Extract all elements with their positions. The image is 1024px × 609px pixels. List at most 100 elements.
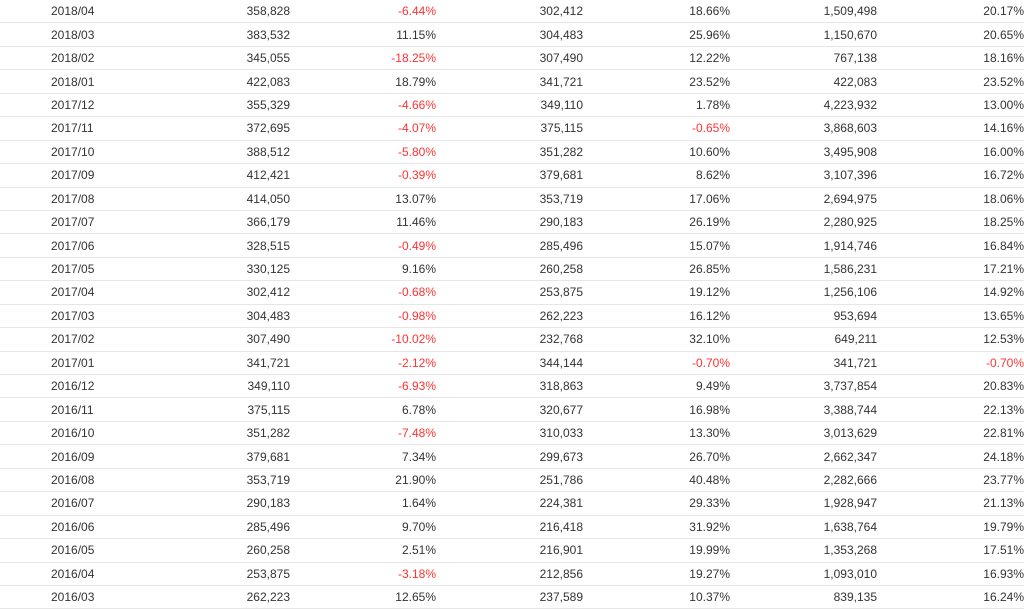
table-row: 2016/05 260,258 2.51% 216,901 19.99% 1,353,26… <box>0 538 1024 563</box>
table-row: 2016/03 262,223 12.65% 237,589 10.37% 839,135… <box>0 585 1024 609</box>
cumulative-value-cell: 2,662,347 <box>730 444 877 469</box>
prev-year-value-cell: 285,496 <box>436 233 583 258</box>
cumulative-yoy-cell: 14.92% <box>877 280 1024 305</box>
prev-year-value-cell: 307,490 <box>436 46 583 71</box>
month-cell: 2018/02 <box>0 46 190 71</box>
cumulative-yoy-cell: 19.79% <box>877 515 1024 540</box>
cumulative-yoy-cell: 18.25% <box>877 210 1024 235</box>
prev-year-value-cell: 353,719 <box>436 187 583 211</box>
cumulative-value-cell: 1,914,746 <box>730 233 877 258</box>
cumulative-value-cell: 1,638,764 <box>730 515 877 540</box>
cumulative-value-cell: 422,083 <box>730 69 877 94</box>
cumulative-value-cell: 767,138 <box>730 46 877 71</box>
mom-change-cell: -0.49% <box>290 233 436 258</box>
cumulative-yoy-cell: 16.84% <box>877 233 1024 258</box>
cumulative-value-cell: 953,694 <box>730 304 877 329</box>
yoy-change-cell: 8.62% <box>583 163 730 188</box>
prev-year-value-cell: 351,282 <box>436 140 583 165</box>
table-row: 2018/01 422,083 18.79% 341,721 23.52% 422,083… <box>0 69 1024 94</box>
monthly-value-cell: 372,695 <box>190 116 290 141</box>
cumulative-value-cell: 1,093,010 <box>730 562 877 586</box>
cumulative-value-cell: 1,150,670 <box>730 22 877 47</box>
mom-change-cell: -0.39% <box>290 163 436 188</box>
table-row: 2017/08 414,050 13.07% 353,719 17.06% 2,694,9… <box>0 187 1024 211</box>
cumulative-yoy-cell: 18.16% <box>877 46 1024 71</box>
mom-change-cell: 2.51% <box>290 538 436 563</box>
month-cell: 2017/05 <box>0 257 190 282</box>
month-cell: 2017/09 <box>0 163 190 188</box>
month-cell: 2017/04 <box>0 280 190 305</box>
cumulative-value-cell: 3,737,854 <box>730 374 877 399</box>
monthly-value-cell: 351,282 <box>190 421 290 446</box>
mom-change-cell: -2.12% <box>290 351 436 376</box>
month-cell: 2016/04 <box>0 562 190 586</box>
cumulative-yoy-cell: 22.13% <box>877 397 1024 422</box>
month-cell: 2017/11 <box>0 116 190 141</box>
cumulative-value-cell: 1,353,268 <box>730 538 877 563</box>
cumulative-yoy-cell: 23.77% <box>877 468 1024 493</box>
cumulative-value-cell: 3,495,908 <box>730 140 877 165</box>
table-row: 2017/11 372,695 -4.07% 375,115 -0.65% 3,868,6… <box>0 116 1024 141</box>
yoy-change-cell: 18.66% <box>583 0 730 24</box>
month-cell: 2016/03 <box>0 585 190 609</box>
prev-year-value-cell: 260,258 <box>436 257 583 282</box>
yoy-change-cell: -0.70% <box>583 351 730 376</box>
mom-change-cell: 9.70% <box>290 515 436 540</box>
cumulative-value-cell: 649,211 <box>730 327 877 352</box>
prev-year-value-cell: 379,681 <box>436 163 583 188</box>
monthly-value-cell: 328,515 <box>190 233 290 258</box>
prev-year-value-cell: 318,863 <box>436 374 583 399</box>
cumulative-yoy-cell: 17.51% <box>877 538 1024 563</box>
table-row: 2016/10 351,282 -7.48% 310,033 13.30% 3,013,6… <box>0 421 1024 446</box>
table-row: 2017/01 341,721 -2.12% 344,144 -0.70% 341,721… <box>0 351 1024 376</box>
yoy-change-cell: 16.12% <box>583 304 730 329</box>
mom-change-cell: -5.80% <box>290 140 436 165</box>
cumulative-yoy-cell: 18.06% <box>877 187 1024 211</box>
cumulative-yoy-cell: 23.52% <box>877 69 1024 94</box>
month-cell: 2018/03 <box>0 22 190 47</box>
cumulative-value-cell: 2,282,666 <box>730 468 877 493</box>
month-cell: 2017/08 <box>0 187 190 211</box>
cumulative-yoy-cell: -0.70% <box>877 351 1024 376</box>
table-row: 2016/11 375,115 6.78% 320,677 16.98% 3,388,74… <box>0 397 1024 422</box>
table-row: 2017/03 304,483 -0.98% 262,223 16.12% 953,694… <box>0 304 1024 329</box>
monthly-value-cell: 290,183 <box>190 491 290 516</box>
mom-change-cell: 13.07% <box>290 187 436 211</box>
month-cell: 2016/12 <box>0 374 190 399</box>
prev-year-value-cell: 224,381 <box>436 491 583 516</box>
monthly-value-cell: 379,681 <box>190 444 290 469</box>
monthly-value-cell: 422,083 <box>190 69 290 94</box>
cumulative-yoy-cell: 16.00% <box>877 140 1024 165</box>
mom-change-cell: 7.34% <box>290 444 436 469</box>
cumulative-value-cell: 3,107,396 <box>730 163 877 188</box>
mom-change-cell: -4.07% <box>290 116 436 141</box>
month-cell: 2016/05 <box>0 538 190 563</box>
table-row: 2016/12 349,110 -6.93% 318,863 9.49% 3,737,85… <box>0 374 1024 399</box>
table-row: 2018/02 345,055 -18.25% 307,490 12.22% 767,13… <box>0 46 1024 71</box>
mom-change-cell: -4.66% <box>290 93 436 118</box>
cumulative-value-cell: 341,721 <box>730 351 877 376</box>
monthly-value-cell: 366,179 <box>190 210 290 235</box>
prev-year-value-cell: 237,589 <box>436 585 583 609</box>
cumulative-value-cell: 3,388,744 <box>730 397 877 422</box>
table-row: 2016/04 253,875 -3.18% 212,856 19.27% 1,093,0… <box>0 562 1024 586</box>
prev-year-value-cell: 302,412 <box>436 0 583 24</box>
monthly-value-cell: 349,110 <box>190 374 290 399</box>
monthly-value-cell: 383,532 <box>190 22 290 47</box>
month-cell: 2016/07 <box>0 491 190 516</box>
yoy-change-cell: 12.22% <box>583 46 730 71</box>
mom-change-cell: -7.48% <box>290 421 436 446</box>
mom-change-cell: 6.78% <box>290 397 436 422</box>
mom-change-cell: -18.25% <box>290 46 436 71</box>
cumulative-value-cell: 1,509,498 <box>730 0 877 24</box>
table-row: 2018/04 358,828 -6.44% 302,412 18.66% 1,509,4… <box>0 0 1024 24</box>
yoy-change-cell: 26.19% <box>583 210 730 235</box>
monthly-value-cell: 307,490 <box>190 327 290 352</box>
cumulative-value-cell: 3,013,629 <box>730 421 877 446</box>
month-cell: 2017/10 <box>0 140 190 165</box>
prev-year-value-cell: 290,183 <box>436 210 583 235</box>
mom-change-cell: 21.90% <box>290 468 436 493</box>
month-cell: 2016/06 <box>0 515 190 540</box>
